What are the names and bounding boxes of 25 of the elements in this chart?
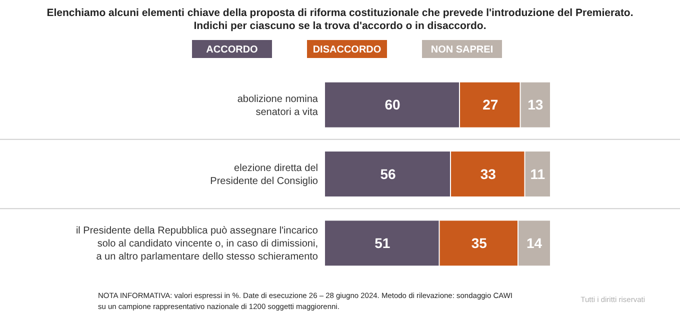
data-label: 60 [384, 96, 400, 113]
bar [325, 152, 450, 196]
data-label: 56 [380, 166, 396, 182]
text: ACCORDO [206, 44, 258, 56]
bar [520, 82, 550, 128]
bar [451, 152, 524, 196]
data-label: 27 [482, 96, 498, 113]
bar [325, 82, 459, 128]
data-label: 51 [374, 235, 390, 252]
data-label: 11 [530, 166, 546, 182]
data-label: 33 [480, 166, 496, 182]
bar [518, 220, 550, 266]
bar [525, 152, 550, 196]
data-label: 14 [526, 235, 542, 252]
text: DISACCORDO [312, 44, 382, 56]
bar [460, 82, 520, 128]
y-tick-label: il Presidente della Repubblica può assegnare l'incarico solo al candidato vincente o, in caso di dimissioni, a un altro parlamentare dello stesso schieramento [76, 226, 318, 263]
y-tick-label: abolizione nomina senatori a vita [237, 94, 318, 118]
bar [440, 220, 518, 266]
y-tick-label: elezione diretta del Presidente del Consiglio [210, 163, 318, 187]
bar [325, 220, 439, 266]
data-label: 13 [528, 96, 544, 113]
chart-title: Elenchiamo alcuni elementi chiave della proposta di riforma costituzionale che prevede l'introduzione del Premierato. Indichi per ciascuno se la trova d'accordo o in disaccordo. [46, 7, 634, 32]
data-label: 35 [471, 235, 488, 252]
text: NON SAPREI [430, 44, 494, 56]
